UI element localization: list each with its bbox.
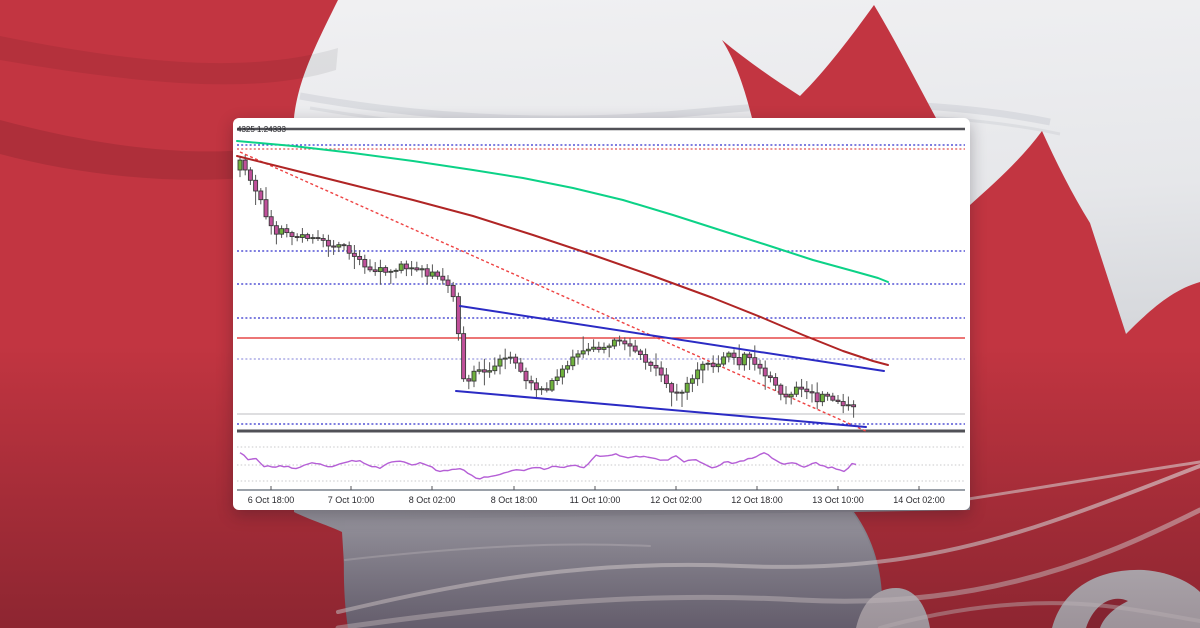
svg-text:12 Oct 02:00: 12 Oct 02:00 bbox=[650, 495, 702, 505]
svg-text:8 Oct 02:00: 8 Oct 02:00 bbox=[409, 495, 456, 505]
chart-corner-label: 4325 1.24333 bbox=[237, 125, 286, 134]
svg-text:14 Oct 02:00: 14 Oct 02:00 bbox=[893, 495, 945, 505]
chart-panel: 4325 1.24333 6 Oct 18:00 7 Oct 10:00 8 Oct… bbox=[233, 118, 970, 510]
svg-text:6 Oct 18:00: 6 Oct 18:00 bbox=[248, 495, 295, 505]
svg-text:7 Oct 10:00: 7 Oct 10:00 bbox=[328, 495, 375, 505]
candlestick-chart: 6 Oct 18:00 7 Oct 10:00 8 Oct 02:00 8 Oct 1… bbox=[236, 127, 965, 505]
svg-text:12 Oct 18:00: 12 Oct 18:00 bbox=[731, 495, 783, 505]
svg-text:8 Oct 18:00: 8 Oct 18:00 bbox=[491, 495, 538, 505]
svg-text:11 Oct 10:00: 11 Oct 10:00 bbox=[570, 495, 621, 505]
svg-text:13 Oct 10:00: 13 Oct 10:00 bbox=[812, 495, 864, 505]
